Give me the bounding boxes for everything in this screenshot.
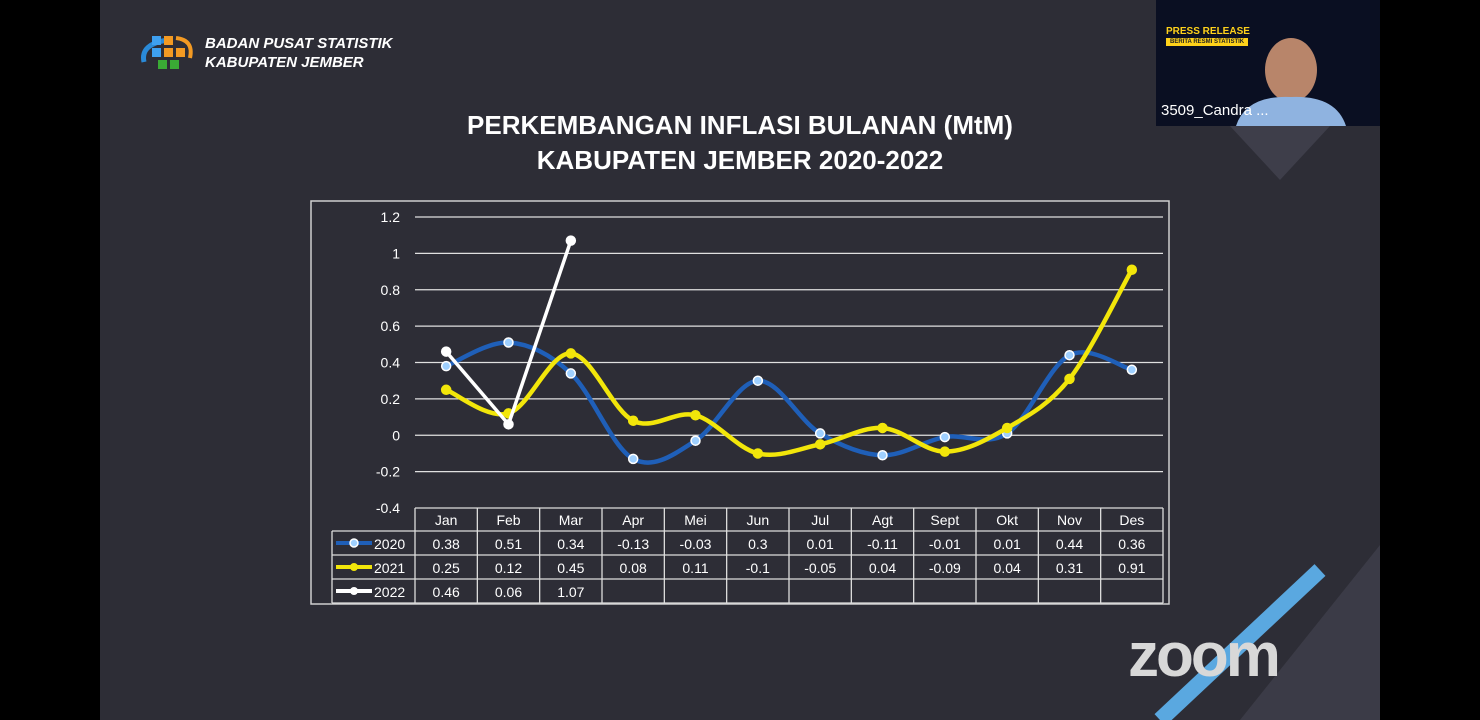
x-category-label: Nov — [1057, 512, 1082, 528]
data-table-cell: -0.1 — [746, 560, 770, 576]
y-tick-label: 0.2 — [381, 391, 401, 407]
data-point-2020 — [440, 360, 452, 372]
data-table-cell: 0.44 — [1056, 536, 1083, 552]
x-category-label: Jul — [811, 512, 829, 528]
bps-logo — [141, 36, 193, 69]
data-table-cell: 0.46 — [433, 584, 460, 600]
data-point-2022 — [440, 346, 452, 357]
data-point-2021 — [1126, 264, 1138, 275]
data-table-cell: 0.01 — [994, 536, 1021, 552]
participant-video[interactable]: PRESS RELEASE BERITA RESMI STATISTIK 350… — [1156, 0, 1380, 126]
data-point-2020 — [939, 431, 951, 443]
data-table-cell: -0.11 — [867, 536, 898, 552]
data-table-cell: 1.07 — [557, 584, 584, 600]
data-table-cell: 0.04 — [869, 560, 896, 576]
org-line1: BADAN PUSAT STATISTIK — [205, 35, 393, 52]
data-point-2021 — [877, 422, 888, 434]
legend-label: 2022 — [374, 584, 405, 600]
participant-avatar — [1236, 38, 1346, 126]
y-tick-label: -0.4 — [376, 500, 400, 516]
x-category-label: Mei — [684, 512, 707, 528]
series-line-2021 — [445, 268, 1134, 457]
data-table-cell: -0.01 — [929, 536, 961, 552]
data-table-cell: -0.09 — [929, 560, 961, 576]
data-point-2020 — [1064, 349, 1075, 361]
y-tick-label: 0 — [392, 427, 400, 443]
data-point-2020 — [1126, 364, 1138, 376]
data-point-2021 — [627, 415, 639, 426]
data-point-2022 — [503, 419, 514, 430]
x-category-label: Agt — [872, 512, 893, 528]
legend-marker — [350, 563, 358, 571]
legend-marker — [349, 538, 359, 548]
x-category-label: Jun — [747, 512, 770, 528]
data-table-cell: 0.51 — [495, 536, 522, 552]
chart-frame — [310, 200, 1170, 605]
data-table-cell: 0.04 — [994, 560, 1021, 576]
chart-title: PERKEMBANGAN INFLASI BULANAN (MtM) — [467, 110, 1013, 140]
data-table-cell: 0.91 — [1118, 560, 1145, 576]
x-category-label: Des — [1119, 512, 1144, 528]
data-point-2021 — [690, 409, 701, 421]
data-point-2022 — [565, 235, 577, 246]
data-point-2020 — [877, 450, 888, 461]
zoom-watermark: zoom — [1128, 621, 1281, 690]
data-point-2020 — [752, 375, 764, 386]
org-name: BADAN PUSAT STATISTIK KABUPATEN JEMBER — [205, 34, 393, 72]
press-release-sub: BERITA RESMI STATISTIK — [1166, 38, 1249, 46]
x-category-label: Feb — [496, 512, 520, 528]
data-table-cell: 0.01 — [807, 536, 834, 552]
data-point-2020 — [690, 435, 701, 446]
legend-label: 2021 — [374, 560, 405, 576]
legend-marker — [350, 587, 358, 595]
chart-subtitle: KABUPATEN JEMBER 2020-2022 — [536, 145, 944, 175]
data-table-cell: -0.13 — [617, 536, 649, 552]
data-point-2021 — [1064, 373, 1075, 385]
press-release-badge: PRESS RELEASE — [1166, 26, 1250, 37]
data-table-cell: -0.03 — [680, 536, 712, 552]
y-tick-label: 1.2 — [381, 209, 401, 225]
data-point-2021 — [565, 348, 577, 359]
data-point-2020 — [627, 453, 639, 465]
data-table-cell: 0.06 — [495, 584, 522, 600]
data-table-cell: 0.45 — [557, 560, 584, 576]
data-table-cell: 0.36 — [1118, 536, 1145, 552]
data-point-2020 — [565, 368, 577, 379]
data-table-cell: 0.34 — [557, 536, 584, 552]
data-point-2021 — [814, 439, 826, 450]
y-tick-label: 1 — [392, 245, 400, 261]
data-point-2021 — [1001, 422, 1013, 434]
x-category-label: Okt — [996, 512, 1018, 528]
data-table-cell: 0.25 — [433, 560, 460, 576]
data-point-2021 — [440, 384, 452, 396]
data-point-2020 — [814, 428, 826, 439]
data-table-cell: 0.38 — [433, 536, 460, 552]
x-category-label: Mar — [559, 512, 583, 528]
data-table-cell: 0.12 — [495, 560, 522, 576]
y-tick-label: 0.4 — [381, 355, 401, 371]
legend-label: 2020 — [374, 536, 405, 552]
y-tick-label: 0.6 — [381, 318, 401, 334]
data-point-2021 — [752, 448, 764, 459]
x-category-label: Apr — [622, 512, 644, 528]
org-line2: KABUPATEN JEMBER — [205, 54, 364, 71]
data-point-2020 — [503, 337, 514, 348]
data-table-cell: 0.3 — [748, 536, 768, 552]
y-tick-label: -0.2 — [376, 464, 400, 480]
data-table-cell: -0.05 — [804, 560, 836, 576]
y-tick-label: 0.8 — [381, 282, 401, 298]
data-point-2021 — [939, 446, 951, 457]
data-table-cell: 0.08 — [620, 560, 647, 576]
participant-name: 3509_Candra ... — [1161, 102, 1269, 119]
x-category-label: Sept — [930, 512, 959, 528]
x-category-label: Jan — [435, 512, 458, 528]
data-table-cell: 0.31 — [1056, 560, 1083, 576]
data-table-cell: 0.11 — [682, 560, 708, 576]
